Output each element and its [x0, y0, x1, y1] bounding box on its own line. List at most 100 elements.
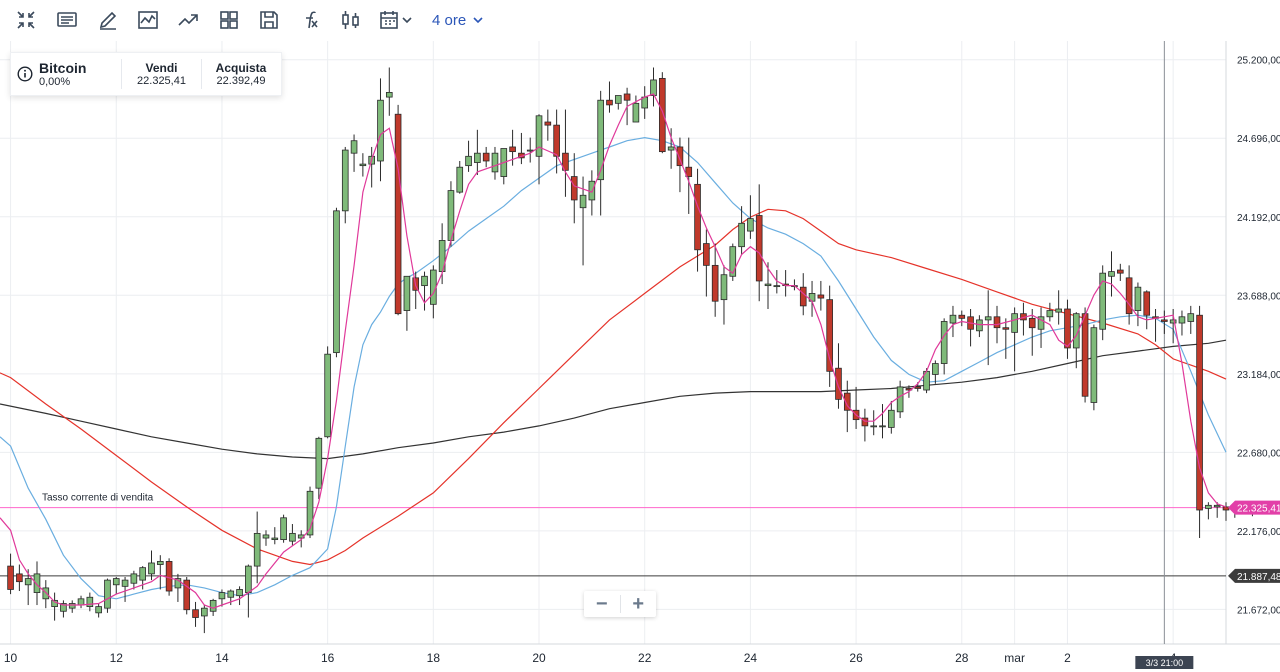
- candle: [553, 109, 560, 174]
- candle: [570, 153, 578, 224]
- price-tick-label: 23.184,00: [1237, 370, 1280, 381]
- candle: [861, 408, 869, 442]
- candle-body: [218, 592, 226, 600]
- candle: [694, 168, 701, 272]
- candle: [86, 592, 94, 612]
- candle-body: [289, 532, 296, 542]
- candle: [1187, 305, 1195, 334]
- calendar-icon[interactable]: [378, 7, 414, 33]
- candle: [896, 380, 904, 419]
- candle: [77, 595, 85, 609]
- candle-body: [588, 180, 596, 201]
- notes-icon[interactable]: [54, 7, 80, 33]
- candle-body: [1064, 308, 1071, 349]
- candle: [447, 181, 455, 247]
- candle-body: [606, 99, 613, 106]
- candle-body: [1161, 319, 1168, 322]
- candle: [156, 555, 164, 590]
- candle-body: [976, 319, 983, 332]
- candle: [104, 578, 111, 613]
- candle-body: [1213, 504, 1221, 508]
- candle: [1117, 263, 1124, 281]
- candle: [209, 598, 217, 616]
- candle: [280, 514, 287, 543]
- candles-icon[interactable]: [338, 7, 364, 33]
- candle: [350, 134, 358, 172]
- formula-icon[interactable]: [297, 7, 323, 33]
- line-chart-icon[interactable]: [135, 7, 161, 33]
- candle-body: [306, 490, 314, 536]
- zoom-in-button[interactable]: +: [632, 592, 645, 615]
- candle-body: [932, 363, 939, 375]
- moving-average-long: [0, 339, 1227, 460]
- candle-body: [685, 166, 693, 177]
- candle-body: [385, 92, 393, 98]
- candle: [544, 109, 552, 141]
- candle-body: [1055, 308, 1062, 313]
- candle: [192, 601, 199, 627]
- candle-body: [333, 210, 340, 354]
- candle-body: [253, 532, 261, 567]
- candle: [1108, 251, 1115, 297]
- candle: [60, 600, 67, 618]
- candle-body: [7, 565, 14, 590]
- timeframe-selector[interactable]: 4 ore: [432, 9, 484, 31]
- collapse-icon[interactable]: [13, 7, 39, 33]
- price-tick-label: 22.176,00: [1237, 527, 1280, 538]
- candle-body: [1046, 310, 1054, 318]
- candle-body: [984, 316, 992, 321]
- candle-body: [1081, 313, 1089, 397]
- zoom-controls: − +: [584, 591, 656, 617]
- price-chart[interactable]: 25.200,00 24.696,00 24.192,00 23.688,00 23.1…: [0, 40, 1280, 672]
- candle: [1081, 307, 1089, 403]
- time-tick-label: 10: [4, 651, 18, 665]
- candle: [967, 309, 974, 347]
- candle: [1152, 309, 1159, 342]
- candle-body: [1028, 317, 1036, 329]
- info-icon[interactable]: [17, 66, 33, 82]
- candle: [201, 605, 208, 634]
- candle-body: [570, 176, 578, 201]
- instrument-name: Bitcoin: [39, 60, 87, 76]
- time-tick-label: 20: [532, 651, 546, 665]
- candle: [385, 67, 393, 116]
- candle: [1178, 310, 1186, 336]
- candle: [95, 603, 102, 618]
- candle: [333, 207, 340, 358]
- candle: [359, 153, 367, 177]
- draw-icon[interactable]: [95, 7, 121, 33]
- layout-grid-icon[interactable]: [216, 7, 242, 33]
- zoom-out-button[interactable]: −: [595, 592, 608, 615]
- candle: [984, 290, 992, 366]
- candle-body: [1037, 316, 1045, 330]
- candle-body: [755, 215, 763, 282]
- candle-body: [1002, 327, 1010, 330]
- save-icon[interactable]: [256, 7, 282, 33]
- time-tick-label: 22: [638, 651, 652, 665]
- buy-box[interactable]: Acquista 22.392,49: [202, 53, 280, 95]
- sell-rate-badge-text: 22.325,41: [1237, 504, 1280, 515]
- candle: [879, 404, 886, 439]
- moving-average-fast: [0, 93, 1227, 609]
- time-tick-label: 28: [955, 651, 969, 665]
- time-tick-label: 12: [110, 651, 124, 665]
- buy-label: Acquista: [215, 61, 267, 75]
- candle: [1161, 310, 1168, 334]
- candle-body: [888, 409, 895, 428]
- candle-body: [562, 152, 569, 171]
- time-tick-label: 2: [1064, 651, 1071, 665]
- candle: [289, 524, 296, 546]
- candle-body: [526, 149, 534, 152]
- candle-body: [394, 113, 402, 315]
- candle-body: [1169, 319, 1177, 324]
- candle-body: [262, 534, 270, 539]
- sell-box[interactable]: Vendi 22.325,41: [122, 53, 201, 95]
- candle: [271, 527, 279, 545]
- candle: [438, 223, 446, 285]
- candle-body: [183, 579, 191, 611]
- trend-icon[interactable]: [175, 7, 201, 33]
- candle-body: [156, 561, 164, 565]
- candle: [1028, 309, 1036, 356]
- candle-body: [544, 121, 552, 126]
- candle: [755, 184, 763, 302]
